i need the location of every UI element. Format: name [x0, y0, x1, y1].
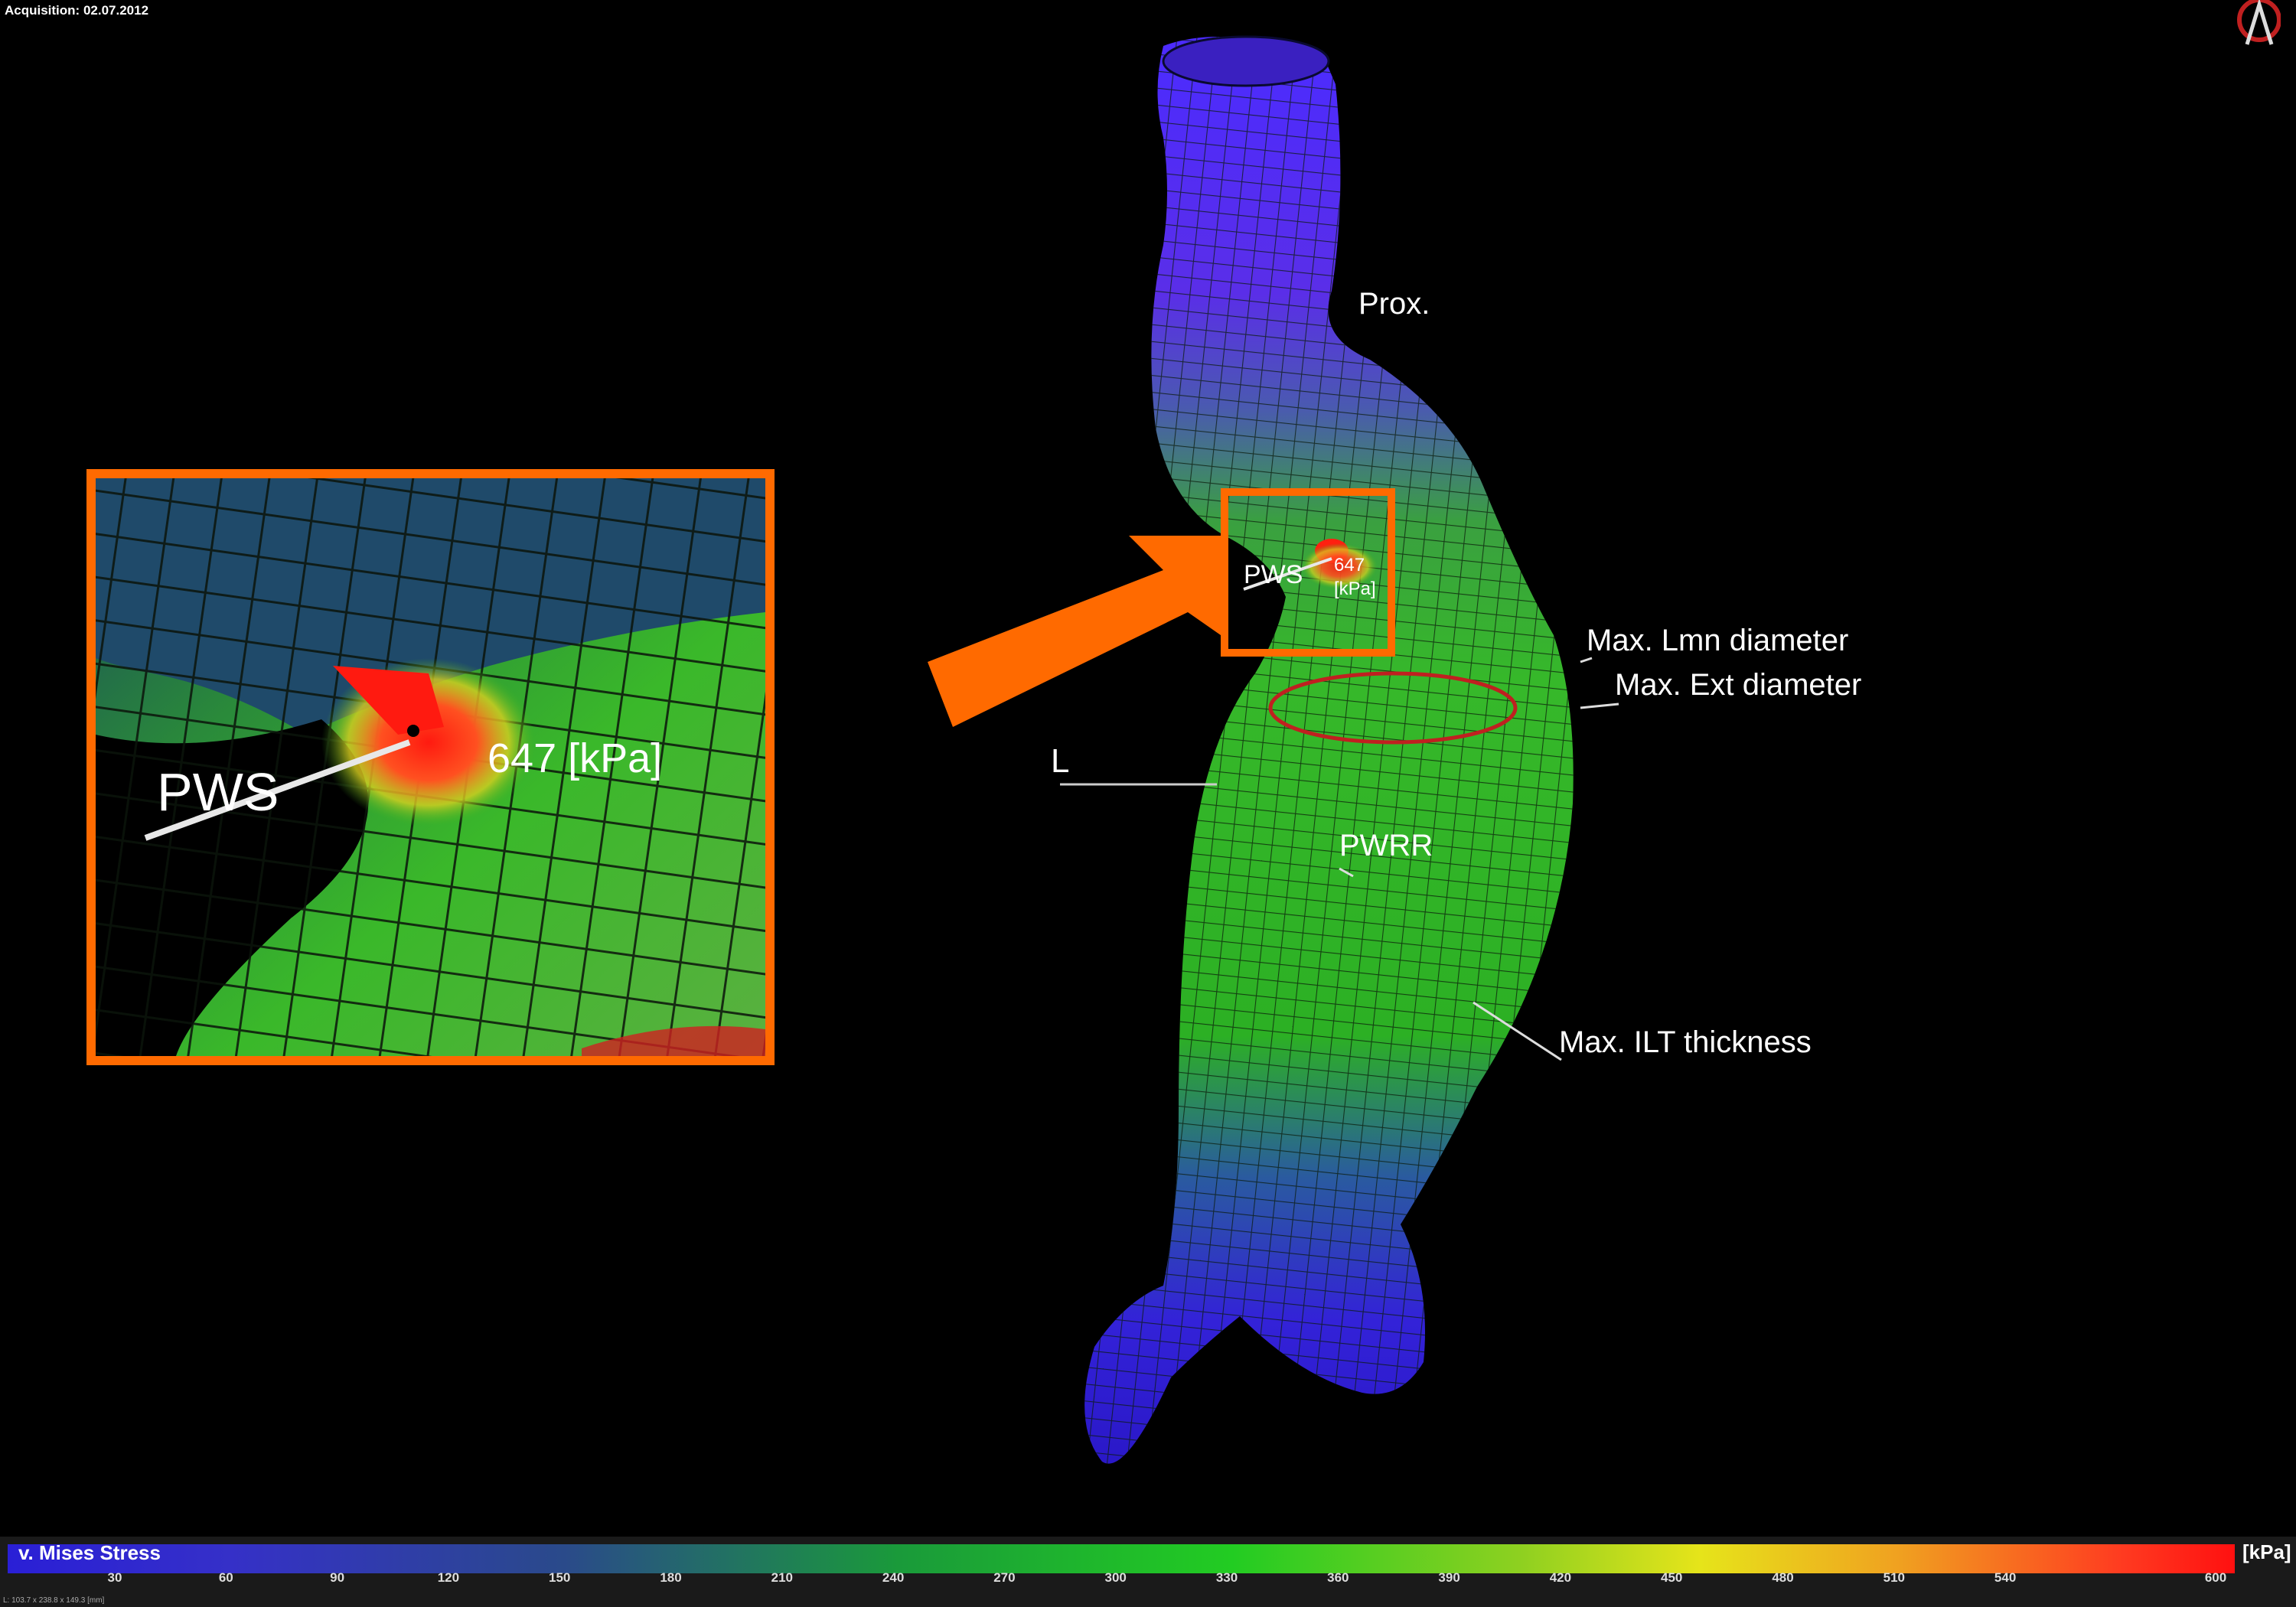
colorbar-tick: 150	[549, 1570, 571, 1585]
colorbar-tick: 270	[993, 1570, 1016, 1585]
acquisition-date: Acquisition: 02.07.2012	[5, 3, 149, 18]
label-max-ext-diameter: Max. Ext diameter	[1615, 668, 1862, 702]
label-pws-model: PWS	[1244, 560, 1303, 589]
colorbar-tick: 480	[1772, 1570, 1794, 1585]
colorbar-tick: 450	[1661, 1570, 1683, 1585]
zoom-inset	[86, 469, 775, 1065]
colorbar-tick: 30	[107, 1570, 122, 1585]
colorbar-footer: L: 103.7 x 238.8 x 149.3 [mm]	[3, 1596, 105, 1605]
aorta-mesh-model	[1084, 35, 1574, 1464]
colorbar-tick: 180	[660, 1570, 682, 1585]
inset-label-stress: 647 [kPa]	[488, 735, 663, 781]
colorbar-tick: 330	[1215, 1570, 1238, 1585]
colorbar-tick: 600	[2204, 1570, 2227, 1585]
orange-arrow	[928, 536, 1221, 727]
label-max-ilt-thickness: Max. ILT thickness	[1559, 1025, 1812, 1059]
leader-lines	[1060, 657, 1619, 1061]
colorbar-gradient	[8, 1544, 2235, 1573]
label-prox: Prox.	[1358, 287, 1430, 321]
colorbar-tick: 90	[330, 1570, 345, 1585]
label-l: L	[1051, 742, 1070, 780]
max-diameter-ring	[1268, 671, 1518, 745]
colorbar-tick: 510	[1883, 1570, 1905, 1585]
app-logo-icon	[2237, 0, 2281, 45]
label-max-lmn-diameter: Max. Lmn diameter	[1587, 624, 1849, 657]
colorbar-tick: 210	[771, 1570, 793, 1585]
colorbar-title: v. Mises Stress	[18, 1541, 161, 1564]
aorta-opening	[1162, 35, 1330, 87]
model-pws-pointer	[1243, 557, 1332, 591]
colorbar-tick: 390	[1438, 1570, 1460, 1585]
inset-frame	[86, 469, 775, 1065]
colorbar-tick: 420	[1549, 1570, 1572, 1585]
colorbar-tick: 60	[218, 1570, 233, 1585]
inset-pws-pointer	[144, 739, 411, 841]
stress-colorbar	[0, 1537, 2296, 1607]
label-stress-value: 647	[1334, 555, 1365, 575]
colorbar-unit: [kPa]	[2242, 1540, 2291, 1563]
colorbar-tick: 360	[1327, 1570, 1349, 1585]
label-pwrr: PWRR	[1339, 829, 1433, 862]
colorbar-tick: 240	[882, 1570, 905, 1585]
colorbar-tick: 120	[437, 1570, 460, 1585]
inset-label-pws: PWS	[157, 762, 279, 822]
colorbar-tick: 540	[1994, 1570, 2017, 1585]
label-stress-unit: [kPa]	[1334, 579, 1376, 599]
highlight-box	[1221, 488, 1395, 657]
colorbar-tick: 300	[1104, 1570, 1127, 1585]
